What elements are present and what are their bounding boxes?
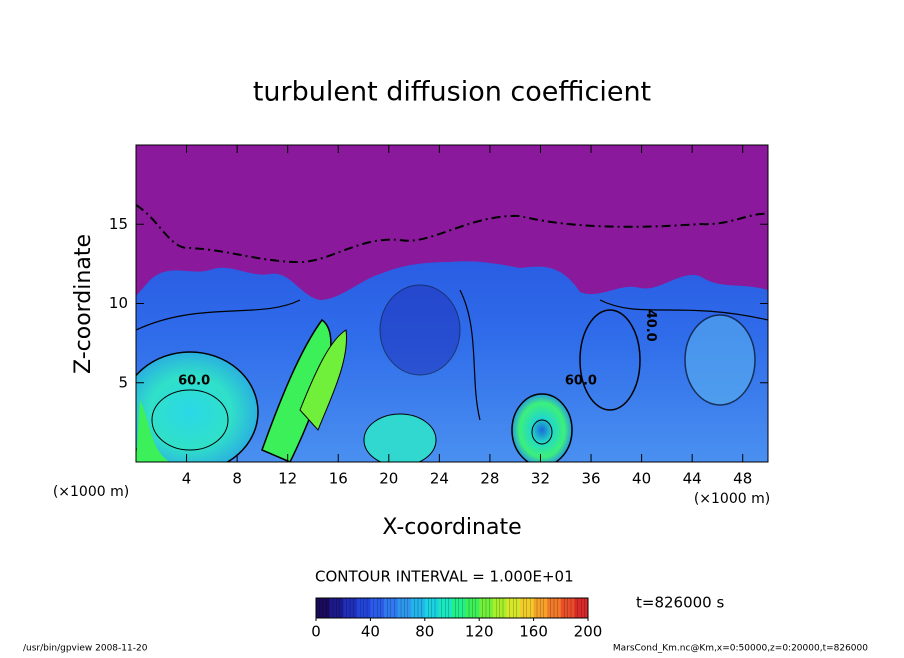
colorbar-swatch bbox=[356, 598, 371, 618]
colorbar-swatch bbox=[492, 598, 507, 618]
y-unit: (×1000 m) bbox=[53, 484, 129, 500]
y-tick-label: 15 bbox=[109, 215, 128, 233]
colorbar-swatch bbox=[574, 598, 589, 618]
colorbar-swatch bbox=[370, 598, 385, 618]
x-tick-label: 32 bbox=[531, 470, 550, 488]
colorbar-swatch bbox=[560, 598, 575, 618]
colorbar-swatch bbox=[316, 598, 331, 618]
x-tick-label: 20 bbox=[379, 470, 398, 488]
x-tick-label: 12 bbox=[278, 470, 297, 488]
colorbar-tick-label: 40 bbox=[361, 623, 380, 641]
x-unit: (×1000 m) bbox=[694, 491, 770, 507]
x-tick-label: 16 bbox=[329, 470, 348, 488]
colorbar-swatch bbox=[411, 598, 426, 618]
colorbar-swatch bbox=[479, 598, 494, 618]
colorbar-tick-label: 0 bbox=[311, 623, 321, 641]
footer-left: /usr/bin/gpview 2008-11-20 bbox=[23, 644, 148, 654]
y-tick-label: 10 bbox=[109, 294, 128, 312]
x-tick-label: 44 bbox=[683, 470, 702, 488]
y-axis-title: Z-coordinate bbox=[71, 234, 96, 374]
colorbar-swatch bbox=[343, 598, 358, 618]
colorbar-swatch bbox=[506, 598, 521, 618]
x-tick-label: 8 bbox=[232, 470, 242, 488]
colorbar-tick-label: 120 bbox=[465, 623, 494, 641]
contour-field bbox=[136, 145, 768, 462]
colorbar-swatch bbox=[438, 598, 453, 618]
footer-right: MarsCond_Km.nc@Km,x=0:50000,z=0:20000,t=… bbox=[613, 644, 868, 654]
x-tick-label: 24 bbox=[430, 470, 449, 488]
x-tick-label: 28 bbox=[480, 470, 499, 488]
colorbar-swatch bbox=[424, 598, 439, 618]
contour-label: 60.0 bbox=[565, 374, 597, 389]
colorbar-swatch bbox=[397, 598, 412, 618]
colorbar-tick-label: 160 bbox=[519, 623, 548, 641]
colorbar-tick-label: 80 bbox=[415, 623, 434, 641]
x-tick-label: 40 bbox=[632, 470, 651, 488]
colorbar-swatch bbox=[384, 598, 399, 618]
time-label: t=826000 s bbox=[636, 594, 724, 612]
colorbar-swatch bbox=[533, 598, 548, 618]
contour-interval: CONTOUR INTERVAL = 1.000E+01 bbox=[315, 568, 574, 586]
colorbar-swatch bbox=[452, 598, 467, 618]
x-tick-label: 4 bbox=[182, 470, 192, 488]
contour-label: 60.0 bbox=[178, 374, 210, 389]
colorbar-swatch bbox=[329, 598, 344, 618]
colorbar-swatch bbox=[520, 598, 535, 618]
chart-title: turbulent diffusion coefficient bbox=[253, 77, 651, 108]
colorbar-swatch bbox=[465, 598, 480, 618]
contour-label: 40.0 bbox=[643, 310, 658, 342]
x-axis-title: X-coordinate bbox=[382, 515, 521, 540]
x-tick-label: 36 bbox=[581, 470, 600, 488]
colorbar-tick-label: 200 bbox=[574, 623, 603, 641]
x-tick-label: 48 bbox=[733, 470, 752, 488]
y-tick-label: 5 bbox=[118, 373, 128, 391]
colorbar-frame bbox=[315, 597, 589, 619]
colorbar-swatch bbox=[547, 598, 562, 618]
